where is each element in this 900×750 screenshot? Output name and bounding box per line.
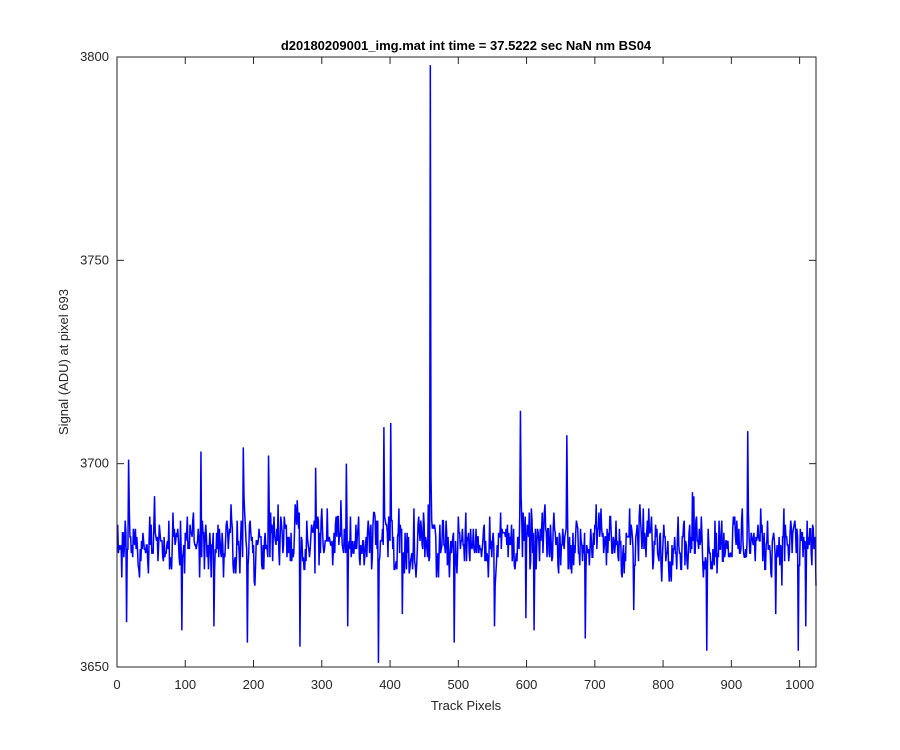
y-axis-label: Signal (ADU) at pixel 693: [56, 289, 71, 435]
x-tick-label: 100: [174, 677, 196, 692]
y-tick-label: 3700: [80, 456, 109, 471]
x-tick-label: 500: [447, 677, 469, 692]
y-tick-label: 3750: [80, 252, 109, 267]
plot-area: 0 100 200 300 400 500 600 700 800 900 1000 3650 370…: [80, 49, 817, 692]
signal-series-line: [116, 65, 817, 663]
x-tick-label: 700: [584, 677, 606, 692]
x-tick-label: 400: [379, 677, 401, 692]
y-tick-label: 3800: [80, 49, 109, 64]
x-tick-label: 200: [243, 677, 265, 692]
series-group: [116, 65, 817, 663]
x-tick-label: 600: [516, 677, 538, 692]
x-tick-label: 0: [113, 677, 120, 692]
x-tick-label: 300: [311, 677, 333, 692]
x-axis-label: Track Pixels: [431, 698, 502, 713]
chart-title: d20180209001_img.mat int time = 37.5222 …: [281, 38, 652, 53]
x-tick-label: 800: [652, 677, 674, 692]
x-ticks: 0 100 200 300 400 500 600 700 800 900 1000: [113, 57, 814, 692]
x-tick-label: 1000: [785, 677, 814, 692]
axes-background: [117, 57, 816, 667]
axes-box: [116, 56, 817, 668]
y-tick-label: 3650: [80, 659, 109, 674]
x-tick-label: 900: [721, 677, 743, 692]
y-ticks: 3650 3700 3750 3800: [80, 49, 816, 674]
